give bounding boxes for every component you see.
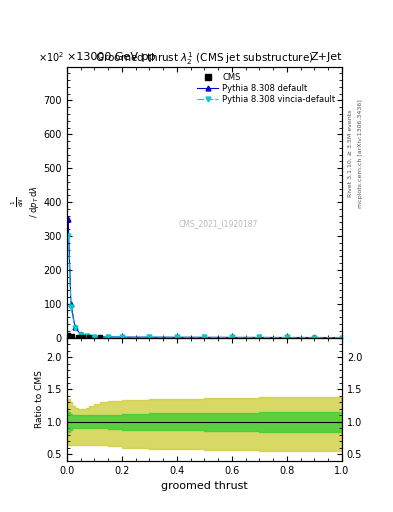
Line: Pythia 8.308 vincia-default: Pythia 8.308 vincia-default bbox=[66, 233, 344, 340]
Pythia 8.308 default bbox=[73, 325, 77, 331]
Pythia 8.308 default bbox=[202, 334, 207, 340]
Pythia 8.308 default bbox=[92, 333, 97, 339]
Text: $\times 10^{2}$: $\times 10^{2}$ bbox=[38, 50, 64, 64]
Text: CMS_2021_I1920187: CMS_2021_I1920187 bbox=[178, 219, 258, 228]
Pythia 8.308 default bbox=[285, 334, 289, 340]
Text: mcplots.cern.ch [arXiv:1306.3436]: mcplots.cern.ch [arXiv:1306.3436] bbox=[358, 99, 363, 208]
CMS bbox=[66, 332, 71, 338]
Y-axis label: Ratio to CMS: Ratio to CMS bbox=[35, 370, 44, 428]
Title: Groomed thrust $\lambda_2^1$ (CMS jet substructure): Groomed thrust $\lambda_2^1$ (CMS jet su… bbox=[95, 50, 314, 67]
Text: Rivet 3.1.10, ≥ 3.5M events: Rivet 3.1.10, ≥ 3.5M events bbox=[348, 110, 353, 197]
Pythia 8.308 vincia-default bbox=[285, 334, 289, 340]
Line: Pythia 8.308 default: Pythia 8.308 default bbox=[66, 217, 344, 340]
Line: CMS: CMS bbox=[66, 332, 102, 340]
Pythia 8.308 vincia-default bbox=[78, 331, 83, 337]
Pythia 8.308 vincia-default bbox=[106, 334, 110, 340]
Pythia 8.308 default bbox=[68, 301, 73, 307]
Pythia 8.308 default bbox=[147, 334, 152, 340]
Pythia 8.308 default bbox=[340, 334, 344, 340]
Pythia 8.308 vincia-default bbox=[202, 334, 207, 340]
Text: Z+Jet: Z+Jet bbox=[310, 52, 342, 62]
Pythia 8.308 default bbox=[85, 333, 90, 339]
X-axis label: groomed thrust: groomed thrust bbox=[161, 481, 248, 491]
Legend: CMS, Pythia 8.308 default, Pythia 8.308 vincia-default: CMS, Pythia 8.308 default, Pythia 8.308 … bbox=[195, 71, 338, 106]
Pythia 8.308 default bbox=[230, 334, 234, 340]
Pythia 8.308 vincia-default bbox=[257, 334, 262, 340]
Pythia 8.308 default bbox=[174, 334, 179, 340]
Pythia 8.308 vincia-default bbox=[73, 326, 77, 332]
Pythia 8.308 vincia-default bbox=[147, 334, 152, 340]
CMS bbox=[86, 334, 91, 340]
Pythia 8.308 vincia-default bbox=[66, 233, 71, 239]
Pythia 8.308 default bbox=[106, 334, 110, 340]
Pythia 8.308 default bbox=[78, 331, 83, 337]
Pythia 8.308 vincia-default bbox=[68, 304, 73, 310]
Pythia 8.308 vincia-default bbox=[92, 334, 97, 340]
Pythia 8.308 vincia-default bbox=[119, 334, 124, 340]
Pythia 8.308 default bbox=[312, 334, 317, 340]
Pythia 8.308 default bbox=[119, 334, 124, 340]
Pythia 8.308 vincia-default bbox=[340, 334, 344, 340]
Y-axis label: $\frac{1}{\mathrm{d}N}$
/ $\mathrm{d}p_T\,\mathrm{d}\lambda$: $\frac{1}{\mathrm{d}N}$ / $\mathrm{d}p_T… bbox=[9, 186, 40, 219]
CMS bbox=[81, 334, 86, 340]
Pythia 8.308 default bbox=[257, 334, 262, 340]
Pythia 8.308 vincia-default bbox=[230, 334, 234, 340]
Pythia 8.308 default bbox=[66, 216, 71, 222]
CMS bbox=[97, 334, 102, 340]
Pythia 8.308 vincia-default bbox=[312, 334, 317, 340]
Text: ×13000 GeV pp: ×13000 GeV pp bbox=[67, 52, 155, 62]
Pythia 8.308 vincia-default bbox=[174, 334, 179, 340]
Pythia 8.308 vincia-default bbox=[85, 333, 90, 339]
CMS bbox=[70, 333, 75, 339]
CMS bbox=[75, 334, 80, 340]
